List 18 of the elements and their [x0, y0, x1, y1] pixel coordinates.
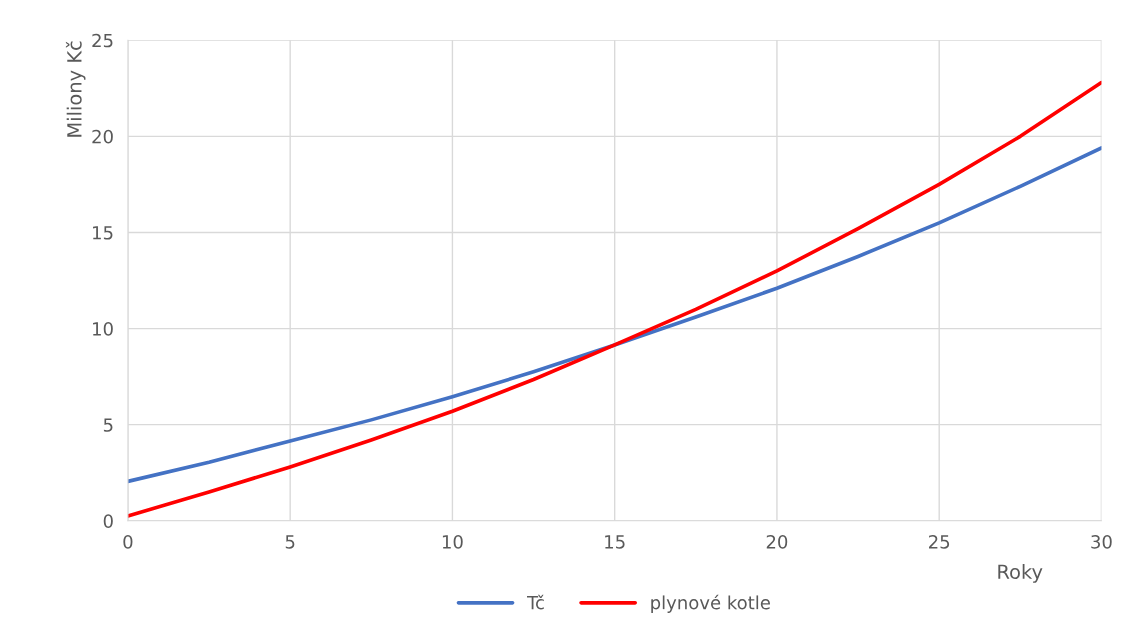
y-tick-label: 5	[103, 418, 113, 432]
x-tick-label: 10	[442, 534, 463, 549]
legend-label: plynové kotle	[651, 594, 770, 613]
y-tick-label: 25	[92, 33, 113, 48]
x-tick-label: 30	[1091, 534, 1112, 549]
y-tick-label: 0	[103, 514, 113, 528]
y-tick-label: 20	[92, 129, 113, 144]
x-tick-label: 25	[929, 534, 950, 549]
y-tick-label: 10	[93, 322, 113, 336]
x-tick-label: 0	[123, 534, 133, 549]
y-axis-title: Miliony Kč	[65, 41, 86, 137]
x-tick-label: 15	[605, 535, 625, 549]
legend-label: Tč	[527, 594, 544, 610]
x-tick-label: 5	[285, 535, 295, 549]
line-series	[127, 146, 1102, 484]
y-tick-label: 15	[93, 226, 113, 240]
x-axis-title: Roky	[998, 564, 1043, 583]
x-tick-label: 20	[766, 534, 788, 549]
